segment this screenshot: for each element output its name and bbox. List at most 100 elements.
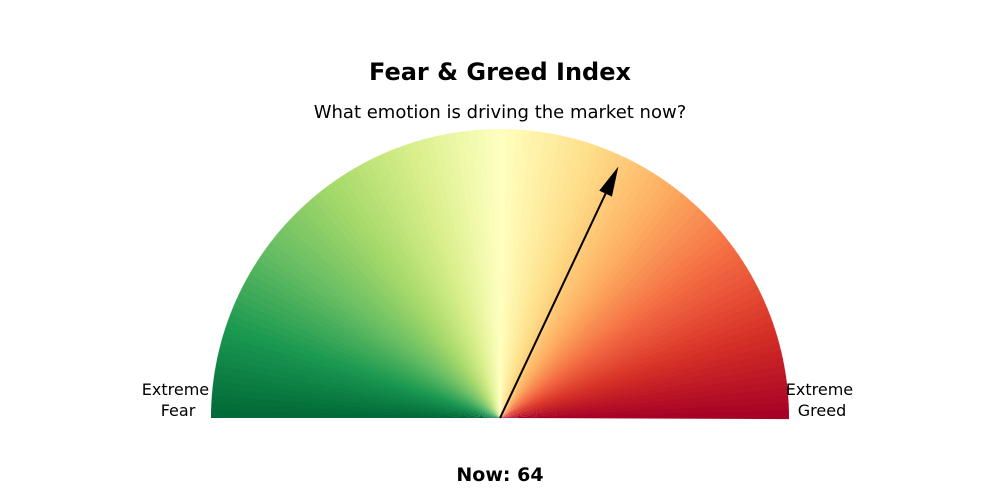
gauge-segment <box>500 387 789 418</box>
gauge-segment <box>500 148 612 418</box>
gauge-segment <box>500 184 677 418</box>
gauge-segment <box>500 395 789 418</box>
gauge-segment <box>403 142 500 419</box>
gauge-segment <box>500 254 743 418</box>
gauge-segment <box>382 150 500 418</box>
gauge-segment <box>285 218 500 418</box>
gauge-segment <box>275 229 500 418</box>
gauge-segment <box>500 267 751 418</box>
gauge-segment <box>280 223 500 418</box>
gauge-segment <box>355 163 500 418</box>
needle-line <box>499 193 607 419</box>
gauge-segment <box>336 175 500 418</box>
gauge-segment <box>270 235 500 418</box>
gauge-segment <box>454 131 500 418</box>
gauge-segment <box>301 202 500 418</box>
gauge-segment <box>290 212 500 418</box>
gauge-segment <box>342 170 500 418</box>
gauge-segment <box>484 129 500 418</box>
gauge-segment <box>477 129 500 418</box>
gauge-segment <box>500 160 639 418</box>
gauge-segment <box>318 188 500 418</box>
gauge-segment <box>500 335 780 418</box>
gauge-segment <box>417 138 500 419</box>
gauge-segment <box>500 286 762 418</box>
gauge-segment <box>500 230 726 418</box>
gauge-segment <box>389 147 500 418</box>
gauge-segment <box>500 203 700 418</box>
gauge-segment <box>500 198 695 418</box>
gauge-segment <box>500 350 783 418</box>
gauge-segment <box>396 145 500 418</box>
gauge-segment <box>500 157 633 418</box>
gauge-segment <box>500 314 773 418</box>
gauge-segment <box>432 135 500 418</box>
gauge-segment <box>500 328 778 418</box>
gauge-segment <box>242 279 500 418</box>
gauge-segment <box>439 133 500 418</box>
gauge-segment <box>500 208 706 418</box>
gauge-segment <box>469 129 500 419</box>
extreme-fear-label: Extreme Fear <box>142 380 214 420</box>
gauge-segment <box>253 259 500 418</box>
gauge-segment <box>324 183 500 418</box>
gauge-segment <box>500 293 765 418</box>
gauge-segment <box>312 192 500 418</box>
gauge-segment <box>375 153 500 418</box>
gauge-segment <box>425 136 500 418</box>
gauge-segment <box>500 179 671 418</box>
gauge-segment <box>368 156 500 418</box>
extreme-greed-label: Extreme Greed <box>786 380 858 420</box>
gauge-segment <box>246 272 500 418</box>
gauge-segment <box>492 128 502 418</box>
gauge-segment <box>500 307 771 418</box>
current-value-label: Now: 64 <box>456 464 543 486</box>
gauge-segment <box>295 207 500 418</box>
gauge-segment <box>500 365 786 418</box>
gauge-segment <box>500 175 665 418</box>
gauge-segment <box>500 402 789 418</box>
gauge-segment <box>306 197 500 418</box>
gauge-segment <box>330 179 500 418</box>
gauge-segment <box>261 247 500 418</box>
gauge-arc <box>211 128 790 420</box>
gauge-segment <box>500 343 782 418</box>
gauge-segment <box>500 260 748 418</box>
gauge-segment <box>266 241 500 418</box>
gauge-segment <box>257 253 500 418</box>
gauge-segment <box>500 193 689 418</box>
gauge-segment <box>500 236 730 418</box>
gauge-segment <box>500 171 659 418</box>
gauge-segment <box>500 321 776 418</box>
gauge-segment <box>500 188 683 418</box>
gauge-segment <box>362 159 500 419</box>
chart-title: Fear & Greed Index <box>369 58 631 86</box>
chart-subtitle: What emotion is driving the market now? <box>314 102 687 123</box>
gauge-segment <box>500 280 759 418</box>
gauge-segment <box>500 273 755 418</box>
gauge-segment <box>349 167 500 418</box>
gauge-segment <box>447 132 500 418</box>
gauge-segment <box>500 410 790 420</box>
gauge-segment <box>500 242 735 418</box>
gauge-segment <box>410 140 500 418</box>
gauge-segment <box>500 300 768 418</box>
gauge-segment <box>249 266 500 418</box>
gauge-segment <box>500 380 788 418</box>
needle-arrowhead <box>599 166 619 197</box>
gauge-segment <box>235 292 501 418</box>
gauge-segment <box>500 248 739 418</box>
gauge-segment <box>500 213 711 418</box>
gauge-segment <box>500 151 619 418</box>
gauge-segment <box>239 285 500 418</box>
gauge-segment <box>462 130 500 418</box>
gauge-segment <box>500 372 787 418</box>
gauge-segment <box>500 219 716 418</box>
gauge-segment <box>500 164 646 418</box>
gauge-needle <box>499 166 619 419</box>
gauge-segment <box>230 306 500 418</box>
gauge-segment <box>500 357 785 418</box>
gauge-segment <box>500 224 721 418</box>
gauge-segment <box>233 299 500 418</box>
